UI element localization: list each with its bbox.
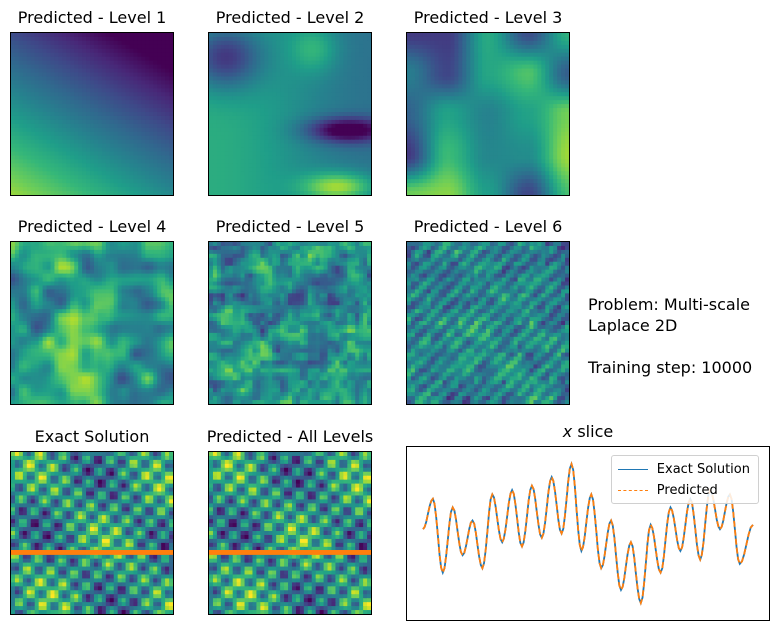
legend-swatch-predicted [617, 490, 648, 491]
heatmap-level6 [406, 241, 570, 405]
heatmap-level5 [208, 241, 372, 405]
training-step-label: Training step: 10000 [588, 358, 753, 377]
legend-label-predicted: Predicted [656, 483, 718, 498]
legend-label-exact: Exact Solution [656, 462, 750, 477]
slice-chart-title: x slice [562, 422, 614, 441]
problem-label-line2: Laplace 2D [588, 316, 678, 335]
heatmap-level1 [10, 32, 174, 196]
problem-label-line1: Problem: Multi-scale [588, 295, 750, 314]
legend-swatch-exact [617, 469, 648, 470]
panel-title-all-levels: Predicted - All Levels [206, 427, 374, 446]
heatmap-exact-solution [10, 451, 174, 615]
legend-item-predicted: Predicted [617, 480, 750, 501]
heatmap-level2 [208, 32, 372, 196]
heatmap-all-levels [208, 451, 372, 615]
series-line-predicted [422, 461, 754, 606]
chart-legend: Exact Solution Predicted [610, 455, 759, 504]
panel-title-exact: Exact Solution [34, 427, 150, 446]
panel-title-level5: Predicted - Level 5 [215, 217, 365, 236]
problem-info: Problem: Multi-scale Laplace 2D Training… [588, 294, 752, 378]
panel-title-level4: Predicted - Level 4 [17, 217, 167, 236]
heatmap-level3 [406, 32, 570, 196]
panel-title-level1: Predicted - Level 1 [17, 8, 167, 27]
heatmap-level4 [10, 241, 174, 405]
panel-title-level6: Predicted - Level 6 [413, 217, 563, 236]
panel-title-level3: Predicted - Level 3 [413, 8, 563, 27]
panel-title-level2: Predicted - Level 2 [215, 8, 365, 27]
slice-chart: Exact Solution Predicted [406, 446, 770, 621]
legend-item-exact: Exact Solution [617, 459, 750, 480]
